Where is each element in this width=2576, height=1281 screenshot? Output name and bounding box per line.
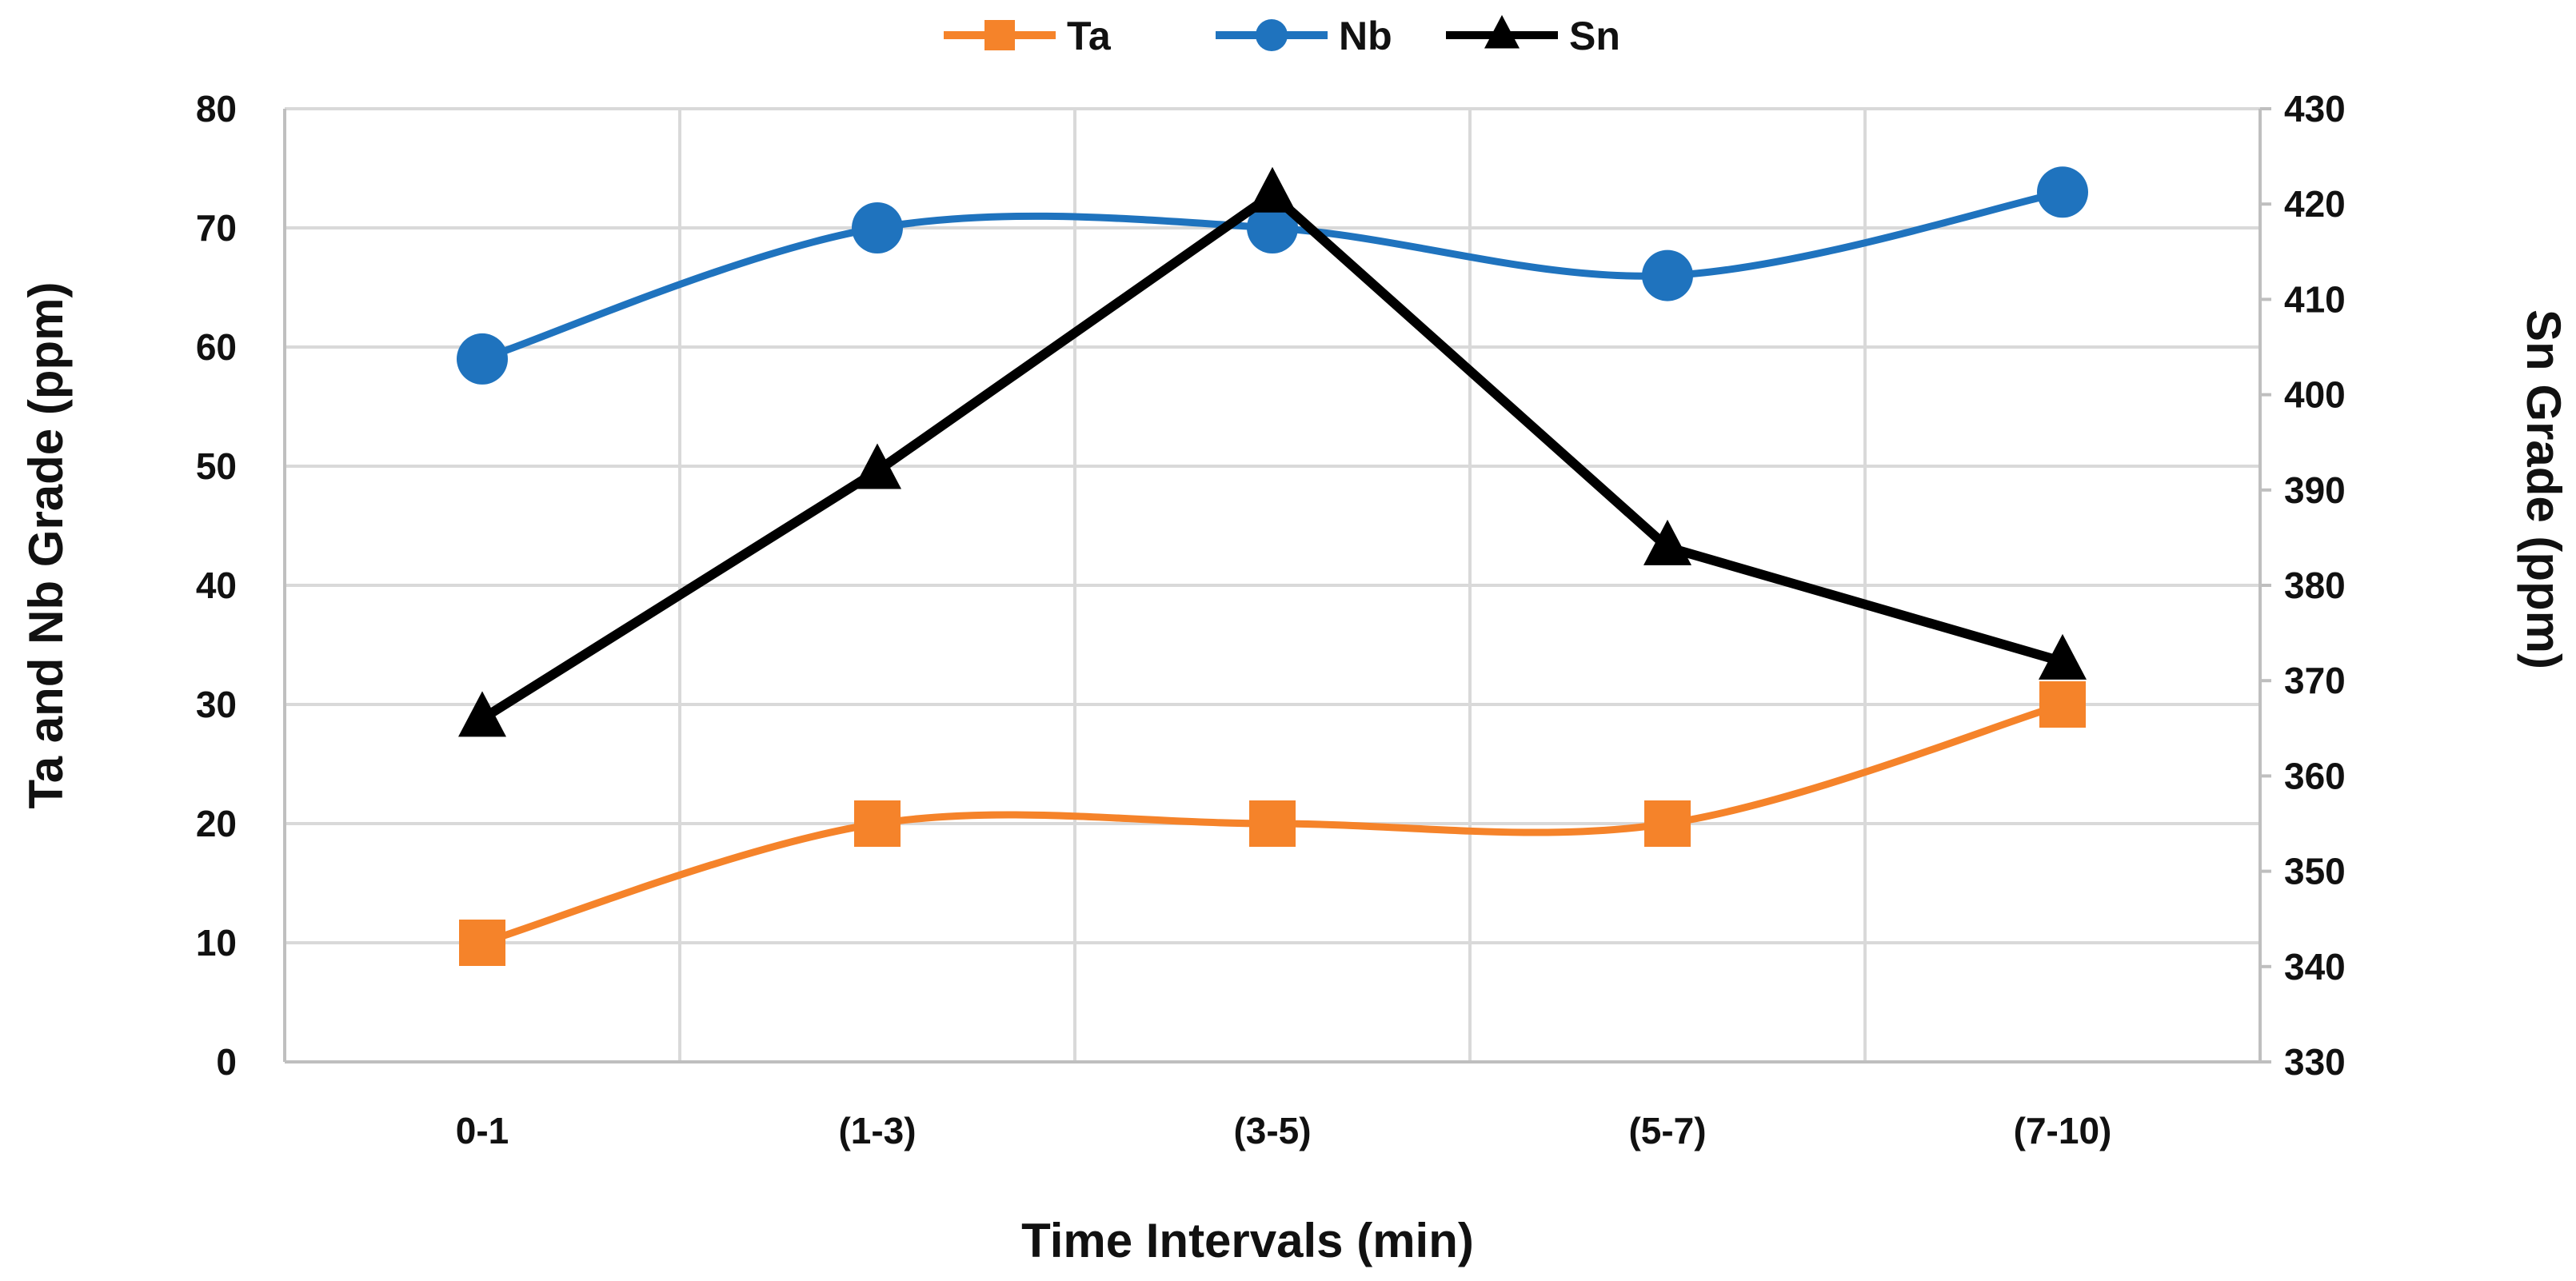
y-tick-label: 60 [196,326,237,368]
data-point-sn [1248,166,1296,213]
y-tick-label: 70 [196,207,237,249]
y-axis-title: Ta and Nb Grade (ppm) [19,282,73,809]
y2-tick-label: 430 [2284,88,2346,130]
x-tick-label: (3-5) [1233,1110,1311,1151]
y2-axis-title: Sn Grade (ppm) [2517,309,2570,669]
data-point-ta [1644,800,1691,847]
axes: 0 10 20 30 40 50 60 70 80 330 340 350 360 370 380 390 40… [196,88,2346,1151]
data-point-sn [458,691,506,737]
gridlines [283,107,2262,1064]
y2-tick-label: 420 [2284,183,2346,225]
data-point-ta [2039,681,2086,728]
data-point-ta [1249,800,1296,847]
y2-tick-label: 410 [2284,278,2346,320]
x-tick-label: (5-7) [1628,1110,1706,1151]
y2-tick-label: 390 [2284,469,2346,511]
legend-label-ta: Ta [1067,14,1112,58]
y-tick-label: 40 [196,565,237,606]
y2-tick-label: 400 [2284,374,2346,416]
data-point-nb [2037,166,2088,218]
legend-marker-ta [984,20,1015,50]
y-tick-label: 30 [196,684,237,725]
data-point-ta [854,800,901,847]
y2-tick-label: 370 [2284,660,2346,701]
y2-tick-label: 380 [2284,565,2346,606]
data-point-sn [1643,519,1691,565]
data-point-nb [1642,249,1693,301]
legend-marker-sn [1484,14,1520,49]
data-point-sn [853,443,901,489]
x-tick-label: (7-10) [2014,1110,2112,1151]
y-tick-label: 20 [196,803,237,844]
legend-label-sn: Sn [1569,14,1620,58]
data-point-ta [459,920,505,966]
y2-tick-label: 330 [2284,1041,2346,1083]
x-tick-label: (1-3) [838,1110,916,1151]
y2-tick-label: 360 [2284,755,2346,796]
y-tick-label: 50 [196,445,237,487]
legend-label-nb: Nb [1339,14,1392,58]
y2-tick-label: 340 [2284,946,2346,988]
y2-tick-label: 350 [2284,851,2346,892]
data-point-nb [457,333,508,385]
x-axis-title: Time Intervals (min) [1021,1214,1474,1267]
y-tick-label: 80 [196,88,237,130]
series [457,166,2088,966]
y-tick-label: 0 [216,1041,237,1083]
y-tick-label: 10 [196,922,237,964]
data-point-nb [852,202,903,253]
legend-marker-nb [1256,19,1288,51]
legend: Ta Nb Sn [944,14,1620,58]
data-point-nb [1247,202,1298,253]
x-tick-label: 0-1 [456,1110,509,1151]
data-point-sn [2039,633,2087,680]
